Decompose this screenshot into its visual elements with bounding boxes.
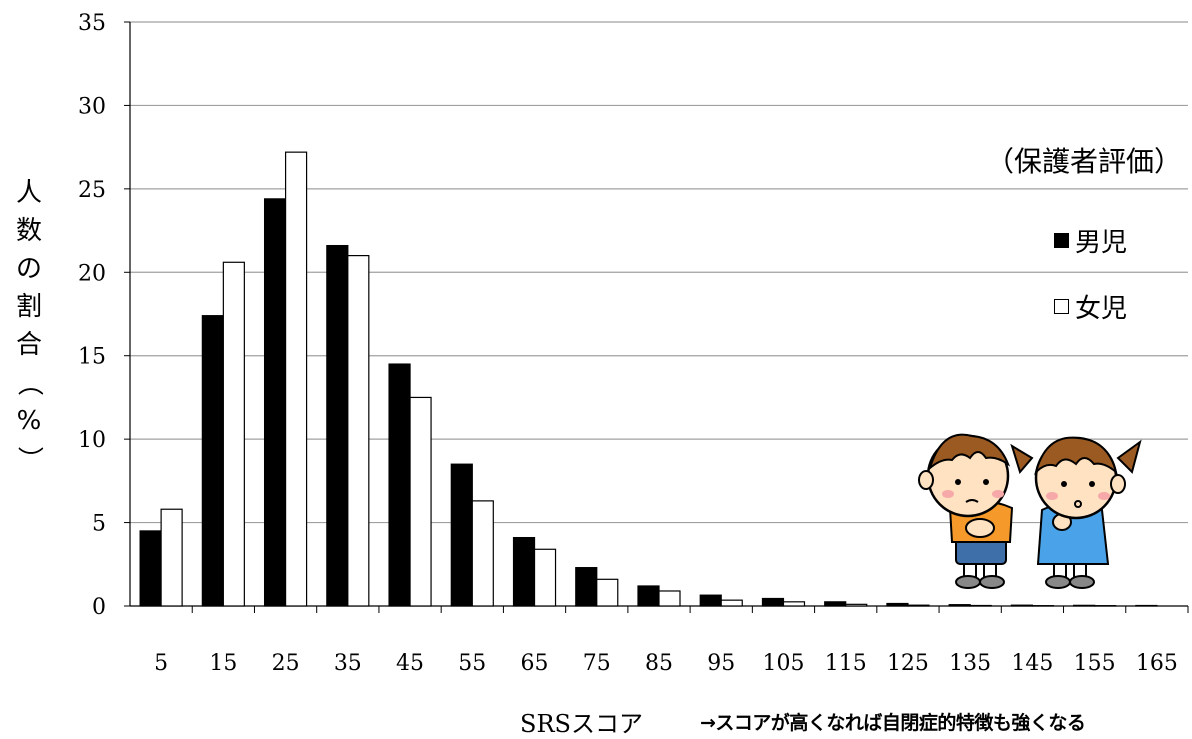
- y-axis-label-char: ）: [14, 444, 44, 474]
- y-tick-label: 5: [92, 512, 106, 537]
- bar-boys-75: [576, 568, 597, 606]
- bar-boys-135: [949, 605, 970, 606]
- legend-item-boys: 男児: [1054, 222, 1127, 259]
- bar-boys-55: [451, 464, 472, 606]
- x-tick-label: 75: [583, 651, 611, 676]
- x-tick-label: 145: [1011, 651, 1053, 676]
- bar-girls-45: [410, 397, 431, 606]
- y-axis-label-char: （: [14, 368, 44, 398]
- x-axis-note: →スコアが高くなれば自閉症的特徴も強くなる: [700, 708, 1085, 735]
- bar-girls-135: [970, 605, 991, 606]
- girl-illustration: [1012, 438, 1140, 588]
- bar-girls-95: [721, 600, 742, 606]
- bar-boys-165: [1136, 605, 1157, 606]
- y-axis-label-char: 合: [14, 330, 44, 360]
- y-tick-label: 35: [78, 11, 106, 36]
- bar-girls-55: [472, 501, 493, 606]
- y-axis-label-char: %: [14, 406, 44, 436]
- bar-boys-15: [202, 316, 223, 606]
- y-axis-label-char: 数: [14, 216, 44, 246]
- x-tick-label: 135: [949, 651, 991, 676]
- legend-label-girls: 女児: [1075, 288, 1127, 325]
- bar-boys-145: [1011, 605, 1032, 606]
- y-tick-labels: 0 5 10 15 20 25 30 35: [78, 11, 106, 620]
- bar-girls-105: [783, 602, 804, 606]
- y-tick-label: 0: [92, 595, 106, 620]
- x-tick-label: 165: [1136, 651, 1178, 676]
- bar-boys-115: [825, 602, 846, 606]
- x-tick-label: 85: [645, 651, 673, 676]
- children-illustration: [912, 428, 1152, 593]
- bar-girls-65: [535, 549, 556, 606]
- y-tick-label: 15: [78, 345, 106, 370]
- x-tick-labels: 5 15 25 35 45 55 65 75 85 95 105 115 125 135 145 155 165: [154, 651, 1178, 676]
- x-tick-label: 155: [1074, 651, 1116, 676]
- bar-girls-5: [161, 509, 182, 606]
- x-tick-label: 95: [707, 651, 735, 676]
- legend-swatch-girls: [1054, 299, 1069, 314]
- x-tick-label: 65: [521, 651, 549, 676]
- y-axis-label-char: 人: [14, 178, 44, 208]
- x-tick-label: 25: [272, 651, 300, 676]
- bar-boys-155: [1074, 605, 1095, 606]
- x-tick-label: 15: [209, 651, 237, 676]
- bar-boys-35: [327, 246, 348, 606]
- y-tick-label: 10: [78, 428, 106, 453]
- bar-boys-95: [700, 595, 721, 606]
- x-tick-label: 35: [334, 651, 362, 676]
- x-tick-label: 125: [887, 651, 929, 676]
- boy-illustration: [919, 435, 1012, 588]
- y-axis-label-char: 割: [14, 292, 44, 322]
- y-tick-label: 30: [78, 94, 106, 119]
- y-tick-label: 25: [78, 178, 106, 203]
- x-tick-label: 105: [762, 651, 804, 676]
- legend-label-boys: 男児: [1075, 222, 1127, 259]
- x-tick-label: 5: [154, 651, 168, 676]
- bar-boys-5: [140, 531, 161, 606]
- bar-girls-125: [908, 605, 929, 606]
- bar-boys-45: [389, 364, 410, 606]
- bar-boys-65: [514, 538, 535, 606]
- legend-item-girls: 女児: [1054, 288, 1127, 325]
- bar-boys-105: [762, 598, 783, 606]
- x-tick-label: 115: [825, 651, 867, 676]
- legend-swatch-boys: [1054, 233, 1069, 248]
- bar-girls-115: [846, 604, 867, 606]
- y-tick-label: 20: [78, 261, 106, 286]
- bar-boys-125: [887, 603, 908, 606]
- bar-girls-25: [286, 152, 307, 606]
- bar-boys-25: [265, 199, 286, 606]
- bar-girls-85: [659, 591, 680, 606]
- x-tick-label: 45: [396, 651, 424, 676]
- y-axis-label-char: の: [14, 254, 44, 284]
- x-axis-label: SRSスコア: [520, 704, 643, 739]
- bar-boys-85: [638, 586, 659, 606]
- x-tick-label: 55: [458, 651, 486, 676]
- bar-girls-35: [348, 256, 369, 606]
- rater-note: （保護者評価）: [986, 140, 1182, 180]
- bar-girls-75: [597, 579, 618, 606]
- bar-girls-15: [223, 262, 244, 606]
